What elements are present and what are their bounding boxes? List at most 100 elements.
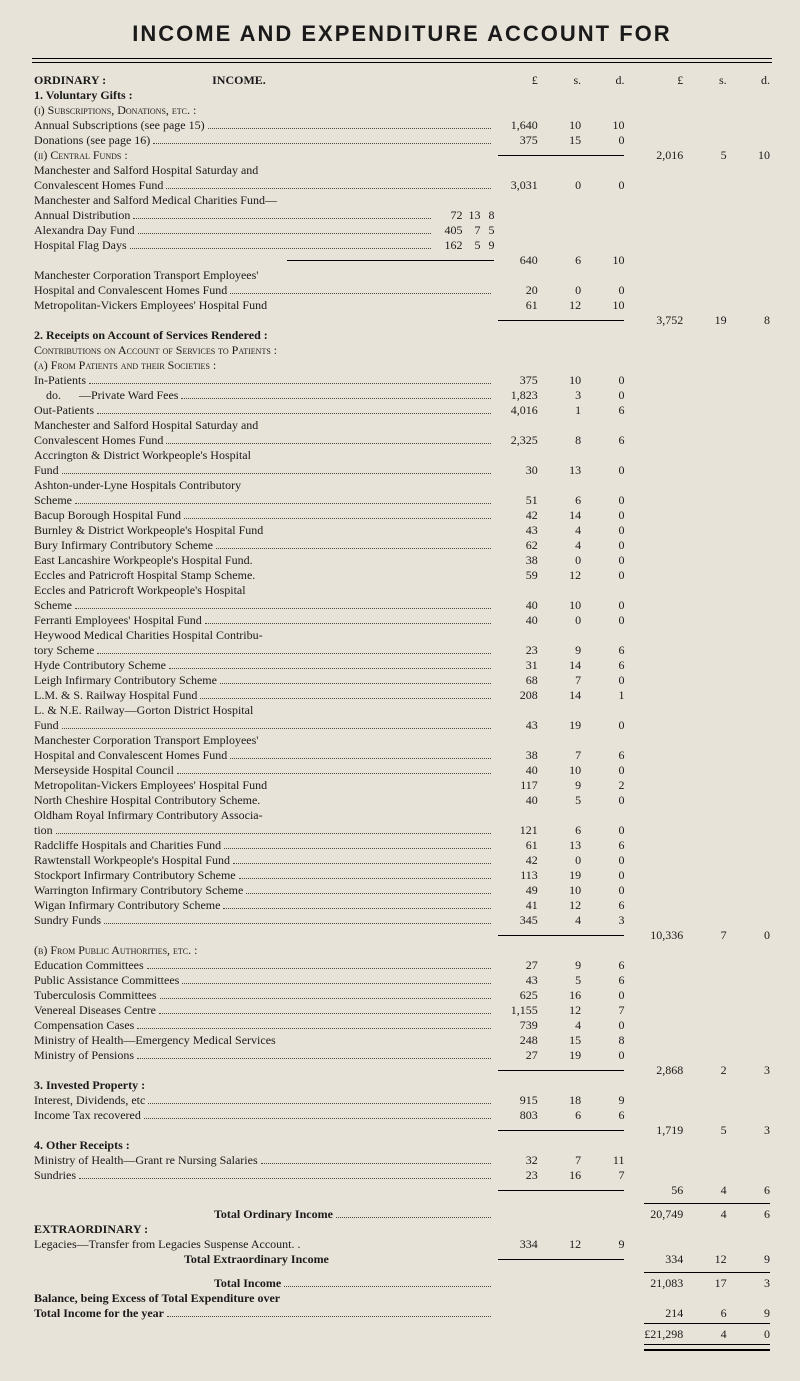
amt-l: 248 bbox=[496, 1033, 539, 1048]
label: Annual Subscriptions (see page 15) bbox=[34, 118, 205, 133]
amt-d: 3 bbox=[729, 1063, 772, 1078]
amt-s: 6 bbox=[540, 1108, 583, 1123]
amt-d: 3 bbox=[583, 913, 626, 928]
amt-l: 803 bbox=[496, 1108, 539, 1123]
amt-d: 0 bbox=[583, 1048, 626, 1063]
amt-s: 8 bbox=[540, 433, 583, 448]
label: Alexandra Day Fund bbox=[34, 223, 135, 238]
label: Warrington Infirmary Contributory Scheme bbox=[34, 883, 243, 898]
amt-s: 14 bbox=[540, 508, 583, 523]
amt-l: 2,016 bbox=[642, 148, 685, 163]
amt-d: 9 bbox=[729, 1306, 772, 1321]
s1-ii-heading: (ii) Central Funds : bbox=[32, 148, 496, 163]
amt-s: 9 bbox=[540, 958, 583, 973]
amt-s: 7 bbox=[540, 1153, 583, 1168]
line-item: Leigh Infirmary Contributory Scheme6870 bbox=[32, 673, 772, 688]
label: Tuberculosis Committees bbox=[34, 988, 157, 1003]
line-item: East Lancashire Workpeople's Hospital Fu… bbox=[32, 553, 772, 568]
s2b-heading: (b) From Public Authorities, etc. : bbox=[32, 943, 496, 958]
amt-d: 2 bbox=[583, 778, 626, 793]
amt-l: 43 bbox=[496, 523, 539, 538]
amt-s: 6 bbox=[540, 493, 583, 508]
line-item: Oldham Royal Infirmary Contributory Asso… bbox=[32, 808, 772, 823]
amt-d: 9 bbox=[583, 1093, 626, 1108]
amt-d: 1 bbox=[583, 688, 626, 703]
label: Heywood Medical Charities Hospital Contr… bbox=[32, 628, 496, 643]
amt-l: 375 bbox=[496, 373, 539, 388]
amt-l: 43 bbox=[496, 718, 539, 733]
line-item: Annual Subscriptions (see page 15) 1,640… bbox=[32, 118, 772, 133]
amt-l: 40 bbox=[496, 763, 539, 778]
label: North Cheshire Hospital Contributory Sch… bbox=[34, 793, 260, 808]
amt-s: 4 bbox=[685, 1327, 728, 1342]
amt-s: 18 bbox=[540, 1093, 583, 1108]
amt-s: 1 bbox=[540, 403, 583, 418]
amt-s: 0 bbox=[540, 613, 583, 628]
amt-s: 10 bbox=[540, 373, 583, 388]
pre-s: 13 bbox=[462, 208, 480, 223]
label: Convalescent Homes Fund bbox=[34, 433, 163, 448]
label: Stockport Infirmary Contributory Scheme bbox=[34, 868, 236, 883]
pre-d: 5 bbox=[480, 223, 494, 238]
line-item: Convalescent Homes Fund 3,031 0 0 bbox=[32, 178, 772, 193]
amt-d: 0 bbox=[583, 718, 626, 733]
amt-d: 0 bbox=[583, 178, 626, 193]
amt-d: 0 bbox=[583, 493, 626, 508]
label: L. & N.E. Railway—Gorton District Hospit… bbox=[32, 703, 496, 718]
col-inner-l: £ bbox=[496, 73, 539, 88]
amt-d: 0 bbox=[583, 598, 626, 613]
amt-s: 19 bbox=[540, 1048, 583, 1063]
label: Donations (see page 16) bbox=[34, 133, 150, 148]
amt-l: 739 bbox=[496, 1018, 539, 1033]
amt-s: 10 bbox=[540, 763, 583, 778]
amt-d: 0 bbox=[583, 508, 626, 523]
amt-s: 7 bbox=[540, 673, 583, 688]
amt-d: 0 bbox=[583, 538, 626, 553]
label: Manchester Corporation Transport Employe… bbox=[32, 268, 496, 283]
label: Ministry of Health—Emergency Medical Ser… bbox=[34, 1033, 276, 1048]
line-item: L.M. & S. Railway Hospital Fund208141 bbox=[32, 688, 772, 703]
amt-l: 40 bbox=[496, 598, 539, 613]
amt-d: 10 bbox=[729, 148, 772, 163]
label: In-Patients bbox=[34, 373, 86, 388]
amt-d: 0 bbox=[583, 133, 626, 148]
amt-l: 20,749 bbox=[642, 1207, 685, 1222]
amt-s: 13 bbox=[540, 463, 583, 478]
label: Hospital Flag Days bbox=[34, 238, 127, 253]
label: Eccles and Patricroft Hospital Stamp Sch… bbox=[34, 568, 255, 583]
line-item: Ashton-under-Lyne Hospitals Contributory bbox=[32, 478, 772, 493]
line-item: Bury Infirmary Contributory Scheme6240 bbox=[32, 538, 772, 553]
amt-s: 14 bbox=[540, 658, 583, 673]
total-income-row: Total Income 21,083 17 3 bbox=[32, 1276, 772, 1291]
amt-l: 23 bbox=[496, 1168, 539, 1183]
amt-l: 61 bbox=[496, 838, 539, 853]
s1-i-heading: (i) Subscriptions, Donations, etc. : bbox=[32, 103, 496, 118]
line-item: Ministry of Pensions27190 bbox=[32, 1048, 772, 1063]
amt-d: 6 bbox=[583, 658, 626, 673]
line-item: Burnley & District Workpeople's Hospital… bbox=[32, 523, 772, 538]
line-item: In-Patients375100 bbox=[32, 373, 772, 388]
line-item: Income Tax recovered80366 bbox=[32, 1108, 772, 1123]
label: Total Income bbox=[214, 1276, 281, 1291]
amt-s: 17 bbox=[685, 1276, 728, 1291]
label: Leigh Infirmary Contributory Scheme bbox=[34, 673, 217, 688]
amt-d: 0 bbox=[583, 793, 626, 808]
amt-l: 208 bbox=[496, 688, 539, 703]
s1-heading: 1. Voluntary Gifts : bbox=[32, 88, 496, 103]
label: Ferranti Employees' Hospital Fund bbox=[34, 613, 202, 628]
label: Total Ordinary Income bbox=[214, 1207, 333, 1222]
amt-l: 23 bbox=[496, 643, 539, 658]
amt-s: 9 bbox=[540, 778, 583, 793]
label: Manchester and Salford Hospital Saturday… bbox=[32, 163, 496, 178]
amt-d: 0 bbox=[583, 523, 626, 538]
amt-l: 334 bbox=[642, 1252, 685, 1267]
amt-s: 6 bbox=[540, 253, 583, 268]
col-inner-d: d. bbox=[583, 73, 626, 88]
amt-l: 40 bbox=[496, 613, 539, 628]
section-total-row: 56 4 6 bbox=[32, 1183, 772, 1198]
label: Interest, Dividends, etc bbox=[34, 1093, 145, 1108]
amt-d: 6 bbox=[583, 898, 626, 913]
line-item: Bacup Borough Hospital Fund42140 bbox=[32, 508, 772, 523]
col-inner-s: s. bbox=[540, 73, 583, 88]
amt-d: 6 bbox=[583, 403, 626, 418]
